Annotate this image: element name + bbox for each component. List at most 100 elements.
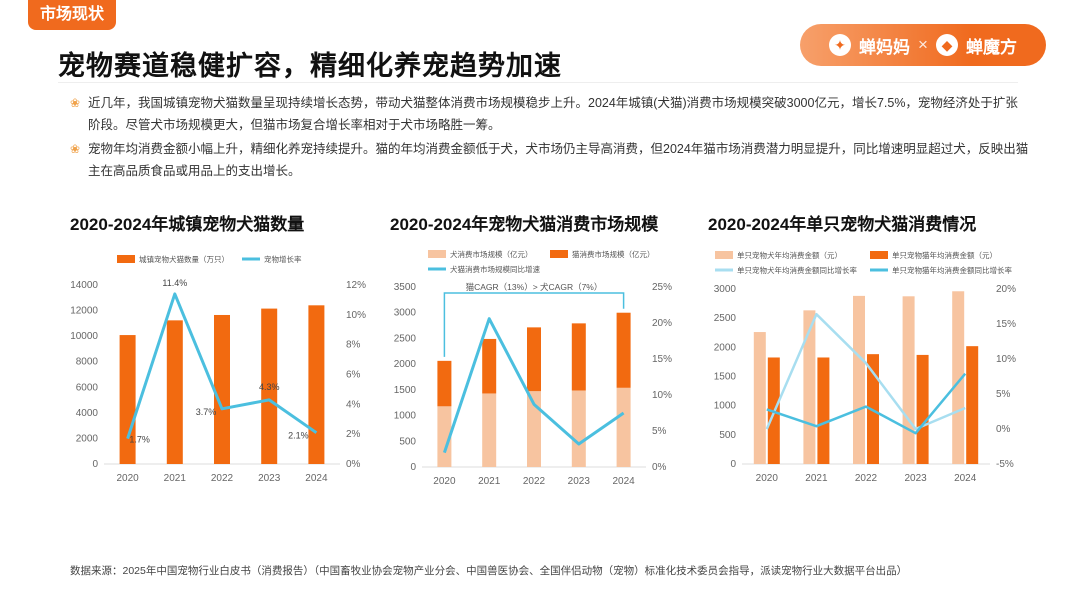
y-tick-label: 4000 xyxy=(76,408,99,419)
bar-cat-spend xyxy=(817,357,830,464)
brand-badge: ✦ 蝉妈妈 × ◆ 蝉魔方 xyxy=(800,24,1046,66)
bar-pet-count xyxy=(166,320,183,464)
y-tick-label: 2000 xyxy=(76,433,99,444)
bar-dog-market xyxy=(616,387,631,467)
bar-cat-spend xyxy=(966,346,979,464)
legend-label: 宠物增长率 xyxy=(264,254,302,264)
y2-tick-label: 10% xyxy=(652,390,672,401)
y-tick-label: 500 xyxy=(399,436,416,447)
y2-tick-label: 12% xyxy=(346,280,366,291)
bar-pet-count xyxy=(308,305,325,464)
data-source-note: 数据来源：2025年中国宠物行业白皮书（消费报告）（中国畜牧业协会宠物产业分会、… xyxy=(70,565,908,577)
legend-label: 单只宠物犬年均消费金额同比增长率 xyxy=(737,265,857,275)
y2-tick-label: 5% xyxy=(996,389,1011,400)
bullet-text: 近几年，我国城镇宠物犬猫数量呈现持续增长态势，带动犬猫整体消费市场规模稳步上升。… xyxy=(88,96,1018,132)
y2-tick-label: 6% xyxy=(346,370,361,381)
y-tick-label: 3000 xyxy=(714,284,737,295)
y-tick-label: 2000 xyxy=(394,359,417,370)
bar-cat-spend xyxy=(916,354,929,464)
legend-label: 猫消费市场规模（亿元） xyxy=(572,249,655,259)
line-market-growth xyxy=(442,317,625,454)
y-tick-label: 0 xyxy=(410,462,416,473)
chart3-title: 2020-2024年单只宠物犬猫消费情况 xyxy=(708,215,977,234)
bar-dog-spend xyxy=(753,332,766,464)
bar-pet-count xyxy=(214,314,230,464)
legend-swatch xyxy=(550,250,568,258)
y2-tick-label: 8% xyxy=(346,340,361,351)
y-tick-label: 2500 xyxy=(714,313,737,324)
y-tick-label: 1500 xyxy=(714,372,737,383)
bar-dog-spend xyxy=(902,296,915,464)
brand-separator: × xyxy=(918,35,928,54)
y-tick-label: 0 xyxy=(92,459,98,470)
y-tick-label: 2500 xyxy=(394,333,417,344)
data-label: 1.7% xyxy=(129,435,150,445)
x-tick-label: 2021 xyxy=(805,473,828,484)
x-tick-label: 2024 xyxy=(612,476,635,487)
y2-tick-label: 15% xyxy=(652,354,672,365)
legend-swatch xyxy=(117,255,135,263)
x-tick-label: 2023 xyxy=(258,473,281,484)
paw-icon: ❀ xyxy=(70,96,81,110)
legend-label: 单只宠物猫年均消费金额同比增长率 xyxy=(892,265,1012,275)
x-tick-label: 2023 xyxy=(568,476,591,487)
chart-per-pet-spend: 单只宠物犬年均消费金额（元） 单只宠物猫年均消费金额（元） 单只宠物犬年均消费金额同… xyxy=(714,250,1016,484)
line-growth-rate xyxy=(126,292,318,440)
legend-label: 犬猫消费市场规模同比增速 xyxy=(450,264,540,274)
bar-pet-count xyxy=(261,308,278,464)
y2-tick-label: 4% xyxy=(346,399,361,410)
data-label: 11.4% xyxy=(162,278,187,288)
chart2-title: 2020-2024年宠物犬猫消费市场规模 xyxy=(390,215,659,234)
y2-tick-label: 0% xyxy=(996,424,1011,435)
brand-name-2: 蝉魔方 xyxy=(965,37,1017,57)
bar-cat-market xyxy=(571,323,586,391)
y-tick-label: 10000 xyxy=(70,331,98,342)
x-tick-label: 2024 xyxy=(954,473,977,484)
legend-swatch xyxy=(870,251,888,259)
y-tick-label: 0 xyxy=(730,459,736,470)
x-tick-label: 2020 xyxy=(433,476,456,487)
y2-tick-label: 25% xyxy=(652,282,672,293)
x-tick-label: 2020 xyxy=(756,473,779,484)
bar-dog-spend xyxy=(853,295,865,464)
bullet-item: ❀ 宠物年均消费金额小幅上升，精细化养宠持续提升。猫的年均消费金额低于犬，犬市场… xyxy=(70,138,1030,182)
data-label: 4.3% xyxy=(259,382,280,392)
legend-label: 单只宠物犬年均消费金额（元） xyxy=(737,250,842,260)
y-tick-label: 12000 xyxy=(70,306,98,317)
bar-cat-market xyxy=(527,327,541,392)
brand-name-1: 蝉妈妈 xyxy=(859,37,911,57)
x-tick-label: 2021 xyxy=(478,476,501,487)
legend-swatch xyxy=(715,251,733,259)
y-tick-label: 8000 xyxy=(76,357,99,368)
y2-tick-label: -5% xyxy=(996,459,1014,470)
paw-icon: ❀ xyxy=(70,142,81,156)
legend-label: 城镇宠物犬猫数量（万只） xyxy=(139,254,229,264)
cagr-annotation: 猫CAGR（13%）> 犬CAGR（7%） xyxy=(466,282,603,292)
bar-cat-market xyxy=(482,338,497,394)
y-tick-label: 14000 xyxy=(70,280,98,291)
page-title: 宠物赛道稳健扩容，精细化养宠趋势加速 xyxy=(58,51,562,81)
bar-pet-count xyxy=(119,335,136,464)
cagr-bracket xyxy=(443,292,625,357)
x-tick-label: 2021 xyxy=(164,473,187,484)
y-tick-label: 1500 xyxy=(394,385,417,396)
bar-cat-market xyxy=(616,312,631,388)
y-tick-label: 500 xyxy=(719,430,736,441)
bullet-item: ❀ 近几年，我国城镇宠物犬猫数量呈现持续增长态势，带动犬猫整体消费市场规模稳步上… xyxy=(70,92,1030,136)
data-label: 2.1% xyxy=(288,431,309,441)
chart-pet-count: 城镇宠物犬猫数量（万只） 宠物增长率 0 2000 4000 6000 8000 10000 1… xyxy=(70,254,366,484)
x-tick-label: 2022 xyxy=(523,476,546,487)
legend-label: 犬消费市场规模（亿元） xyxy=(450,249,533,259)
legend-label: 单只宠物猫年均消费金额（元） xyxy=(892,250,997,260)
y2-tick-label: 10% xyxy=(996,354,1016,365)
summary-bullets: ❀ 近几年，我国城镇宠物犬猫数量呈现持续增长态势，带动犬猫整体消费市场规模稳步上… xyxy=(70,92,1030,184)
y2-tick-label: 5% xyxy=(652,426,667,437)
y2-tick-label: 10% xyxy=(346,310,366,321)
title-divider xyxy=(58,82,1018,83)
y-tick-label: 1000 xyxy=(394,411,417,422)
y-tick-label: 2000 xyxy=(714,342,737,353)
y-tick-label: 6000 xyxy=(76,382,99,393)
y2-tick-label: 0% xyxy=(652,462,667,473)
x-tick-label: 2023 xyxy=(904,473,927,484)
chart-market-size: 犬消费市场规模（亿元） 猫消费市场规模（亿元） 犬猫消费市场规模同比增速 0 500 10… xyxy=(394,249,672,487)
